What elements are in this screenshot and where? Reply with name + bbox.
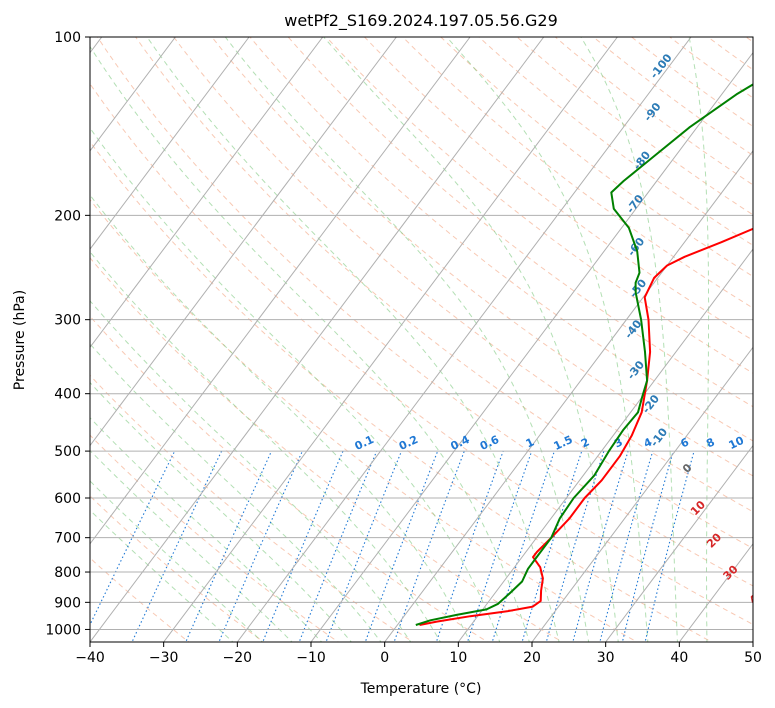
axis-ticks: −40 −30 −20 −10 0 10 20 30 40 50 1000 900 800 700 600 5… [45, 30, 762, 666]
x-tick-label: 40 [670, 650, 688, 666]
dry-adiabat-line [96, 37, 753, 587]
mixing-ratio-line [325, 450, 403, 642]
x-tick-label: 0 [380, 650, 389, 666]
x-tick-label: −40 [75, 650, 105, 666]
dry-adiabat-line [90, 140, 713, 642]
dewpoint-profile-line [415, 83, 753, 626]
y-tick-label: 1000 [45, 622, 81, 638]
mixing-ratio-line [599, 450, 654, 642]
y-tick-label: 900 [54, 595, 81, 611]
mixing-ratio-label: 10 [727, 434, 747, 452]
x-tick-label: 20 [523, 650, 541, 666]
y-tick-label: 100 [54, 30, 81, 46]
y-tick-label: 200 [54, 208, 81, 224]
chart-title: wetPf2_S169.2024.197.05.56.G29 [284, 11, 558, 31]
y-tick-label: 700 [54, 531, 81, 547]
isotherm-line [457, 248, 753, 642]
x-tick-label: −20 [223, 650, 253, 666]
grid-lines [90, 37, 753, 642]
isotherm-line [531, 346, 753, 642]
isotherm-line [90, 37, 176, 152]
x-tick-label: 10 [449, 650, 467, 666]
y-tick-label: 800 [54, 565, 81, 581]
mixing-ratio-line [491, 450, 555, 642]
mixing-ratio-line [521, 450, 583, 642]
y-axis-label: Pressure (hPa) [12, 290, 28, 390]
moist-adiabat-line [90, 480, 264, 642]
isotherm-line [90, 37, 397, 447]
plot-frame [89, 36, 754, 643]
moist-adiabat-line [90, 449, 293, 642]
moist-adiabat-line [688, 37, 710, 642]
mixing-ratio-line [545, 450, 605, 642]
profile-series [415, 83, 753, 626]
x-axis-label: Temperature (°C) [360, 681, 482, 697]
isotherm-line [90, 37, 471, 545]
y-tick-label: 400 [54, 387, 81, 403]
moist-adiabat-line [446, 37, 649, 642]
isotherm-line [605, 444, 753, 642]
temperature-profile-line [419, 227, 753, 626]
moist-adiabat-label: 40 [747, 587, 767, 607]
y-tick-label: 600 [54, 491, 81, 507]
moist-adiabat-line [580, 37, 678, 642]
mixing-ratio-line [364, 450, 439, 642]
moist-adiabat-line [146, 37, 560, 642]
dry-adiabat-line [173, 37, 753, 513]
dry-adiabat-line [90, 315, 489, 642]
mixing-ratio-line [621, 450, 674, 642]
x-tick-label: −10 [296, 650, 326, 666]
mixing-ratio-line [393, 450, 465, 642]
mixing-ratio-line [572, 450, 629, 642]
isotherm-line [310, 51, 753, 642]
x-tick-label: 50 [744, 650, 762, 666]
isotherm-line [90, 37, 545, 642]
dry-adiabat-line [287, 37, 753, 408]
x-tick-label: 30 [597, 650, 615, 666]
isotherm-line [90, 37, 324, 349]
y-tick-label: 300 [54, 313, 81, 329]
mixing-ratio-line [298, 450, 378, 642]
mixing-ratio-line [644, 450, 695, 642]
dry-adiabat-line [90, 83, 753, 625]
dry-adiabat-line [211, 37, 753, 477]
y-tick-label: 500 [54, 444, 81, 460]
moist-adiabat-line [323, 37, 619, 642]
isotherm-line [163, 37, 618, 642]
isotherm-line [384, 150, 753, 642]
isotherm-line [90, 37, 250, 250]
isotherm-line [236, 37, 692, 642]
x-tick-label: −30 [149, 650, 179, 666]
